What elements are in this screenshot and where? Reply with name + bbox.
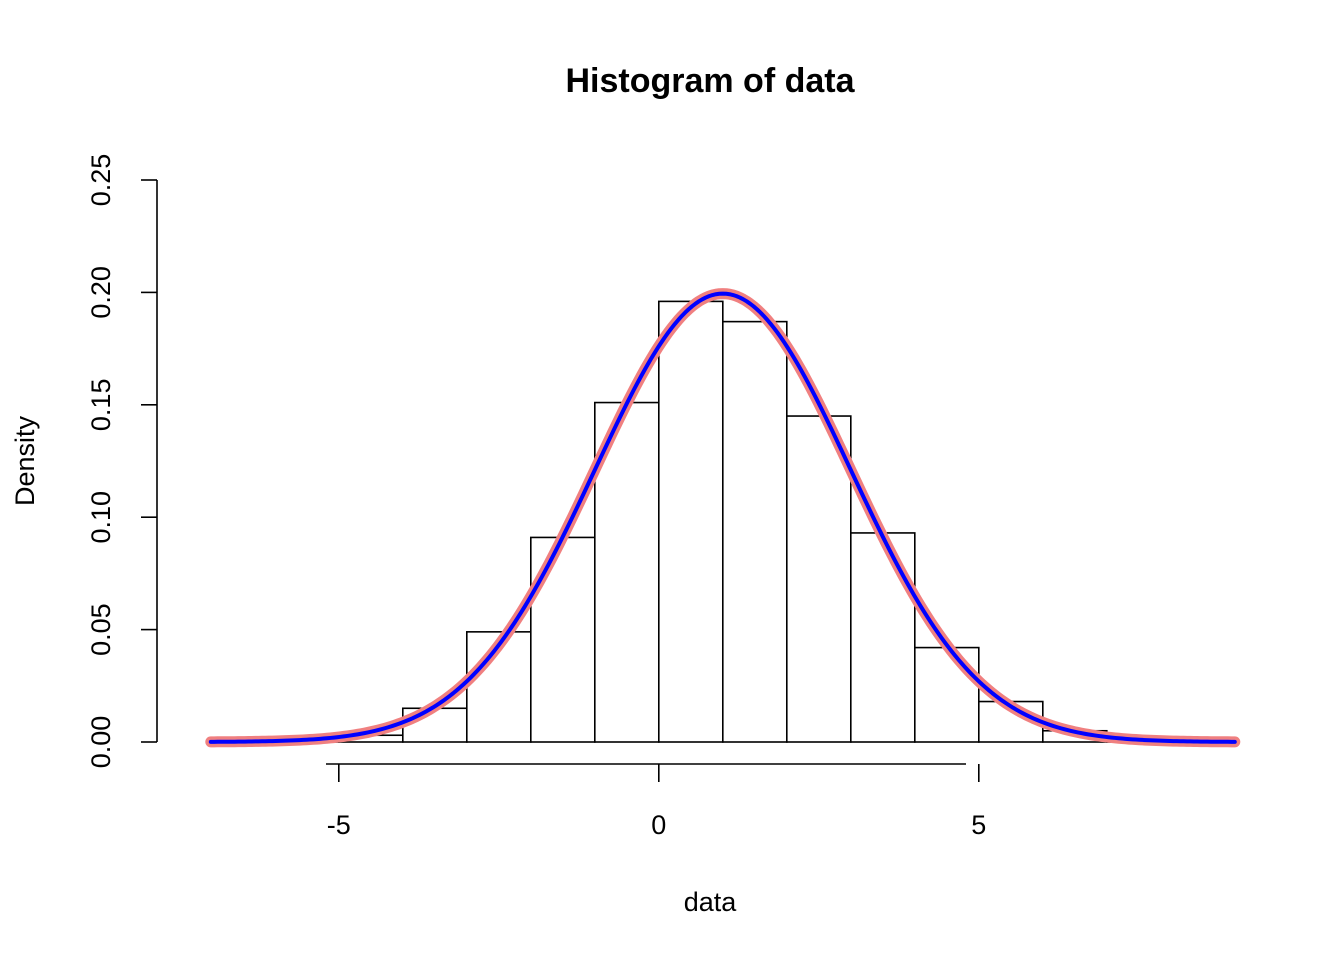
histogram-bar-10 (913, 646, 980, 743)
y-tick-label-0: 0.00 (86, 716, 116, 769)
histogram-bar-9 (849, 532, 916, 743)
y-axis-label: Density (10, 415, 40, 506)
x-axis-label: data (684, 887, 738, 917)
x-tick-label-1: 0 (651, 810, 666, 840)
density-curve-blue (208, 291, 1237, 744)
y-tick-label-2: 0.10 (86, 491, 116, 544)
x-tick-label-0: -5 (327, 810, 351, 840)
chart-title: Histogram of data (565, 62, 855, 100)
histogram-bars (273, 300, 1172, 743)
histogram-bar-6 (657, 300, 724, 743)
y-tick-label-3: 0.15 (86, 379, 116, 432)
histogram-bar-7 (721, 320, 788, 743)
x-axis: -5 0 5 (326, 763, 986, 840)
y-axis: 0.00 0.05 0.10 0.15 0.20 0.25 (86, 154, 158, 769)
histogram-bar-8 (785, 415, 852, 743)
y-tick-label-4: 0.20 (86, 266, 116, 319)
y-tick-label-1: 0.05 (86, 603, 116, 656)
density-curves (205, 288, 1241, 748)
x-tick-label-2: 5 (971, 810, 986, 840)
y-tick-label-5: 0.25 (86, 154, 116, 207)
